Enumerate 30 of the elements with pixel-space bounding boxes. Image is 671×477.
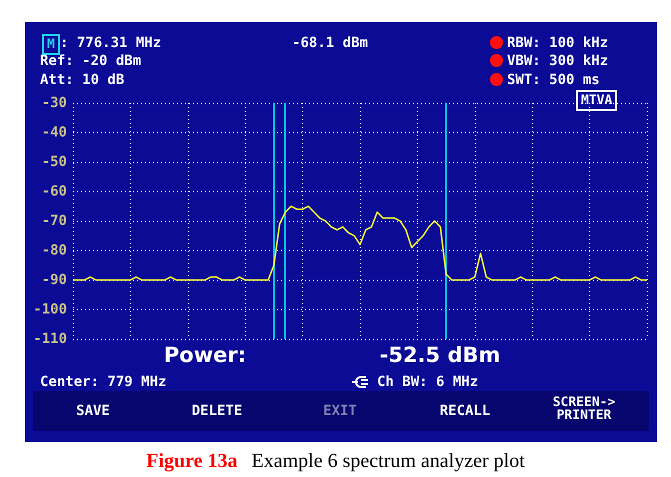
- text: Ch BW: 6 MHz: [377, 373, 478, 391]
- y-tick-label: -70: [42, 213, 67, 229]
- y-tick-label: -80: [42, 242, 67, 258]
- y-tick-label: -90: [42, 272, 67, 288]
- y-tick-label: -40: [42, 124, 67, 140]
- text: SAVE: [76, 402, 110, 420]
- text: SCREEN-> PRINTER: [552, 395, 616, 423]
- annotation: MTVA: [576, 90, 618, 111]
- text: : 776.31 MHz: [60, 34, 162, 52]
- text: VBW: 300 kHz: [507, 52, 608, 70]
- y-tick-label: -110: [33, 331, 67, 347]
- text: Example 6 spectrum analyzer plot: [252, 450, 525, 472]
- text: Figure 13a: [146, 450, 238, 472]
- text: Ref: -20 dBm: [40, 52, 142, 70]
- text: Power:: [164, 343, 246, 368]
- y-tick-label: -100: [33, 302, 67, 318]
- y-tick-label: -50: [42, 154, 67, 170]
- text: EXIT: [323, 402, 357, 420]
- line-series: [72, 206, 648, 281]
- text: -52.5 dBm: [380, 343, 500, 368]
- text: SWT: 500 ms: [507, 71, 600, 89]
- text: Att: 10 dB: [40, 71, 124, 89]
- text: RBW: 100 kHz: [507, 34, 608, 52]
- text: DELETE: [192, 402, 242, 420]
- text: M: [47, 37, 55, 52]
- text: Center: 779 MHz: [40, 373, 166, 391]
- y-tick-label: -60: [42, 184, 67, 200]
- y-tick-label: -30: [42, 95, 67, 111]
- text: -68.1 dBm: [292, 34, 368, 52]
- text: RECALL: [440, 402, 490, 420]
